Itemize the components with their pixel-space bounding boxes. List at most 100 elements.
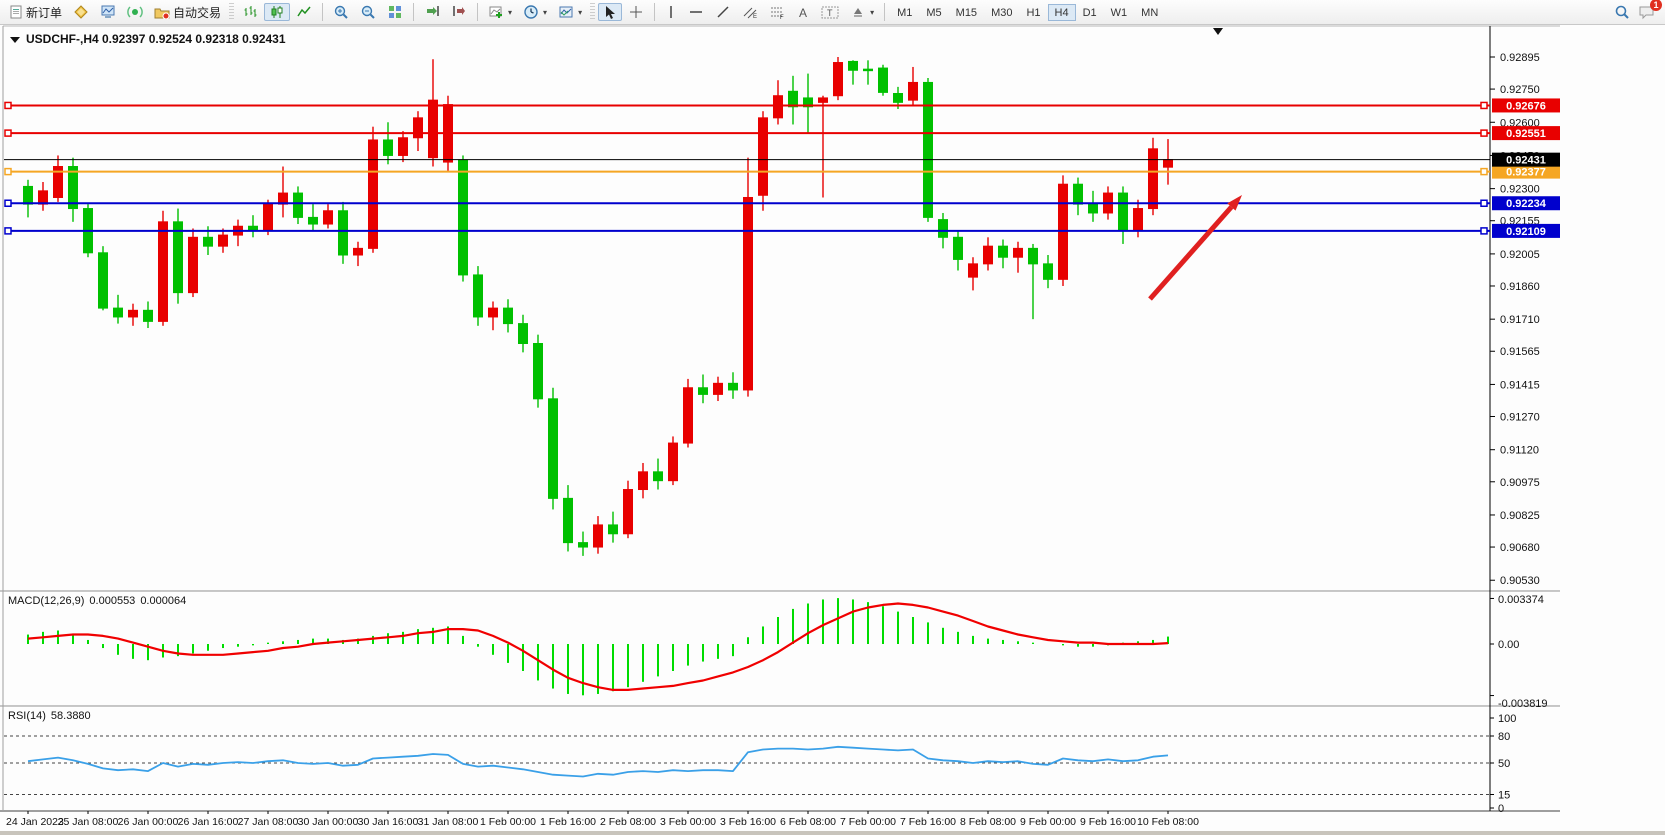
macd-axis[interactable]: 0.003374 0.00 -0.003819 bbox=[1490, 594, 1548, 710]
text-button[interactable]: A bbox=[791, 3, 815, 21]
candle-body bbox=[1148, 148, 1158, 210]
price-badge bbox=[1492, 126, 1560, 141]
hline-handle bbox=[1480, 101, 1488, 110]
bar-chart-button[interactable] bbox=[237, 3, 263, 21]
new-order-button[interactable]: 新订单 bbox=[4, 3, 67, 21]
svg-text:0.92431: 0.92431 bbox=[1506, 155, 1546, 167]
svg-text:0.91120: 0.91120 bbox=[1500, 445, 1539, 457]
timeframe-H4[interactable]: H4 bbox=[1047, 3, 1076, 21]
candle-body bbox=[68, 166, 78, 210]
charts-list-button[interactable] bbox=[95, 3, 121, 21]
candle-body bbox=[338, 210, 348, 256]
svg-text:-0.003819: -0.003819 bbox=[1498, 698, 1548, 710]
hline-object[interactable]: 0.92234 bbox=[4, 196, 1560, 211]
candle-body bbox=[833, 62, 843, 97]
hline-object[interactable]: 0.92109 bbox=[4, 223, 1560, 238]
candle-body bbox=[863, 68, 873, 72]
candle-body bbox=[923, 81, 933, 218]
candle-body bbox=[428, 99, 438, 159]
arrows-button[interactable]: ▾ bbox=[845, 3, 879, 21]
rsi-line bbox=[27, 745, 1169, 778]
trendline-button[interactable] bbox=[710, 3, 736, 21]
svg-text:0.91565: 0.91565 bbox=[1500, 346, 1540, 358]
svg-text:0: 0 bbox=[1498, 803, 1504, 815]
new-order-icon bbox=[10, 5, 22, 19]
hline-object[interactable]: 0.92551 bbox=[4, 126, 1560, 141]
fibonacci-button[interactable]: F bbox=[764, 3, 790, 21]
chart-shift-button[interactable] bbox=[446, 3, 472, 21]
toolbar-separator bbox=[477, 3, 479, 21]
svg-text:80: 80 bbox=[1498, 731, 1510, 743]
profile-diamond-icon bbox=[74, 5, 88, 19]
horizontal-line-button[interactable] bbox=[683, 3, 709, 21]
chart-shift-marker[interactable] bbox=[1213, 28, 1223, 35]
candle-body bbox=[1118, 192, 1128, 232]
candle-body bbox=[98, 252, 108, 309]
chart-area[interactable]: 0.928950.927500.926000.924500.923000.921… bbox=[0, 25, 1665, 835]
zoom-in-button[interactable] bbox=[328, 3, 354, 21]
svg-text:24 Jan 2023: 24 Jan 2023 bbox=[6, 816, 64, 828]
autotrading-button[interactable]: 自动交易 bbox=[149, 3, 226, 21]
candle-body bbox=[263, 203, 273, 232]
auto-scroll-button[interactable] bbox=[419, 3, 445, 21]
trend-arrow-object[interactable] bbox=[1148, 195, 1242, 301]
profile-button[interactable] bbox=[68, 3, 94, 21]
svg-text:2 Feb 08:00: 2 Feb 08:00 bbox=[600, 816, 656, 828]
svg-text:26 Jan 00:00: 26 Jan 00:00 bbox=[118, 816, 179, 828]
line-chart-button[interactable] bbox=[291, 3, 317, 21]
toolbar-separator bbox=[322, 3, 324, 21]
candle-body bbox=[998, 245, 1008, 258]
zoom-out-button[interactable] bbox=[355, 3, 381, 21]
timeframe-H1[interactable]: H1 bbox=[1026, 6, 1041, 19]
candle-body bbox=[698, 387, 708, 395]
candlestick-chart-button[interactable] bbox=[264, 3, 291, 21]
search-icon[interactable] bbox=[1614, 4, 1630, 20]
autotrading-label: 自动交易 bbox=[173, 5, 222, 20]
vertical-line-button[interactable] bbox=[660, 3, 682, 21]
indicators-button[interactable]: ▾ bbox=[483, 3, 517, 21]
horizontal-line-icon bbox=[690, 11, 703, 13]
candle-body bbox=[38, 190, 48, 205]
notifications-button[interactable]: 1 bbox=[1638, 0, 1662, 20]
crosshair-button[interactable] bbox=[623, 3, 649, 21]
timeframe-M5[interactable]: M5 bbox=[926, 6, 942, 19]
svg-text:30 Jan 00:00: 30 Jan 00:00 bbox=[298, 816, 359, 828]
svg-text:0.92676: 0.92676 bbox=[1506, 100, 1546, 112]
timeframe-W1[interactable]: W1 bbox=[1110, 6, 1128, 19]
timeframe-M30[interactable]: M30 bbox=[991, 6, 1013, 19]
text-label-button[interactable]: T bbox=[816, 3, 844, 21]
hline-handle bbox=[1480, 129, 1488, 137]
cursor-button[interactable] bbox=[598, 3, 623, 21]
timeframe-M1[interactable]: M1 bbox=[897, 6, 913, 19]
svg-text:7 Feb 16:00: 7 Feb 16:00 bbox=[900, 816, 956, 828]
hline-handle bbox=[4, 167, 12, 176]
candle-body bbox=[893, 93, 903, 103]
vertical-line-icon bbox=[670, 6, 672, 18]
hline-handle bbox=[4, 101, 12, 110]
timeframe-D1[interactable]: D1 bbox=[1082, 6, 1097, 19]
hline-object[interactable]: 0.92377 bbox=[4, 164, 1560, 179]
pane-borders bbox=[0, 25, 1665, 835]
templates-button[interactable]: ▾ bbox=[553, 3, 587, 21]
periods-button[interactable]: ▾ bbox=[518, 3, 552, 21]
timeframe-MN[interactable]: MN bbox=[1141, 6, 1159, 19]
candle-body bbox=[623, 489, 633, 535]
hline-object[interactable]: 0.92676 bbox=[4, 98, 1560, 113]
channel-button[interactable]: E bbox=[737, 3, 763, 21]
zoom-in-icon bbox=[334, 5, 348, 19]
timeframe-M15[interactable]: M15 bbox=[955, 6, 978, 19]
toolbar-grip bbox=[590, 3, 596, 21]
candle-body bbox=[788, 90, 798, 108]
candle-body bbox=[128, 309, 138, 318]
svg-text:9 Feb 00:00: 9 Feb 00:00 bbox=[1020, 816, 1076, 828]
hline-handle bbox=[1480, 199, 1488, 207]
hline-handle bbox=[1480, 227, 1488, 235]
tile-windows-button[interactable] bbox=[382, 3, 408, 21]
chart-menu-triangle-icon[interactable] bbox=[10, 37, 20, 43]
svg-text:15: 15 bbox=[1498, 790, 1510, 802]
svg-text:0.91415: 0.91415 bbox=[1500, 379, 1540, 391]
rsi-axis[interactable]: 100 80 50 150 bbox=[1490, 713, 1516, 815]
signals-button[interactable] bbox=[122, 3, 148, 21]
